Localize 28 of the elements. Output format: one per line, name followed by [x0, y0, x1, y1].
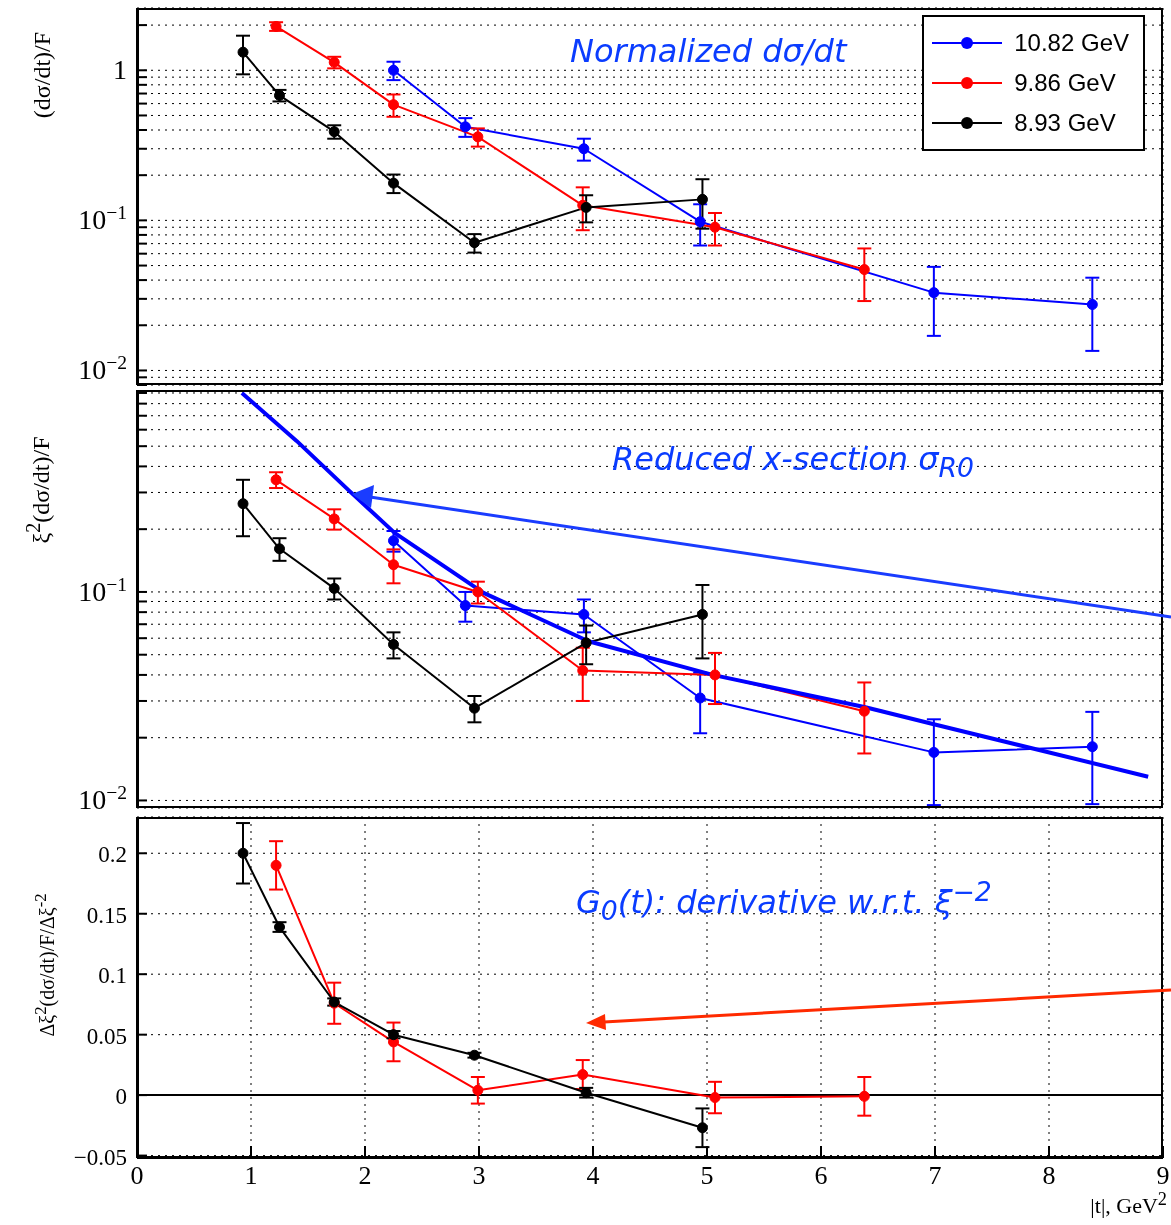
y-axis-title: (dσ/dt)/F — [28, 31, 56, 119]
y-tick-label: 0 — [115, 1084, 127, 1110]
y-tick-label: 0.1 — [98, 963, 127, 989]
y-tick-label: 10$^{−2}$ — [78, 351, 127, 386]
y-tick-label: 10$^{−1}$ — [78, 573, 127, 607]
legend-label: 8.93 GeV — [1014, 109, 1116, 137]
x-tick-label: 9 — [1156, 1161, 1170, 1191]
annotation: Normalized dσ/dt — [570, 32, 847, 70]
legend-label: 10.82 GeV — [1014, 29, 1129, 57]
y-tick-label: −0.05 — [73, 1144, 127, 1170]
x-axis-title: |t|, GeV$^{2}$ — [1090, 1189, 1167, 1220]
y-tick-label: 0.05 — [86, 1023, 127, 1049]
annotation: G$_{0}$(t): derivative w.r.t. ξ$^{−2}$ — [576, 876, 992, 927]
annotation: Reduced x-section σ$_{R0}$ — [612, 440, 974, 484]
y-tick-label: 0.15 — [86, 902, 127, 928]
x-tick-label: 5 — [700, 1161, 714, 1191]
x-tick-label: 4 — [586, 1161, 600, 1191]
y-tick-label: 10$^{−1}$ — [78, 201, 127, 236]
x-tick-label: 7 — [928, 1161, 942, 1191]
y-tick-label: 10$^{−2}$ — [78, 781, 127, 816]
x-tick-label: 2 — [358, 1161, 372, 1191]
x-tick-label: 8 — [1042, 1161, 1056, 1191]
x-tick-label: 6 — [814, 1161, 828, 1191]
x-tick-label: 1 — [244, 1161, 258, 1191]
legend-label: 9.86 GeV — [1014, 69, 1116, 97]
y-tick-label: 0.2 — [98, 842, 127, 868]
x-tick-label: 3 — [472, 1161, 486, 1191]
y-tick-label: 1 — [113, 54, 127, 86]
